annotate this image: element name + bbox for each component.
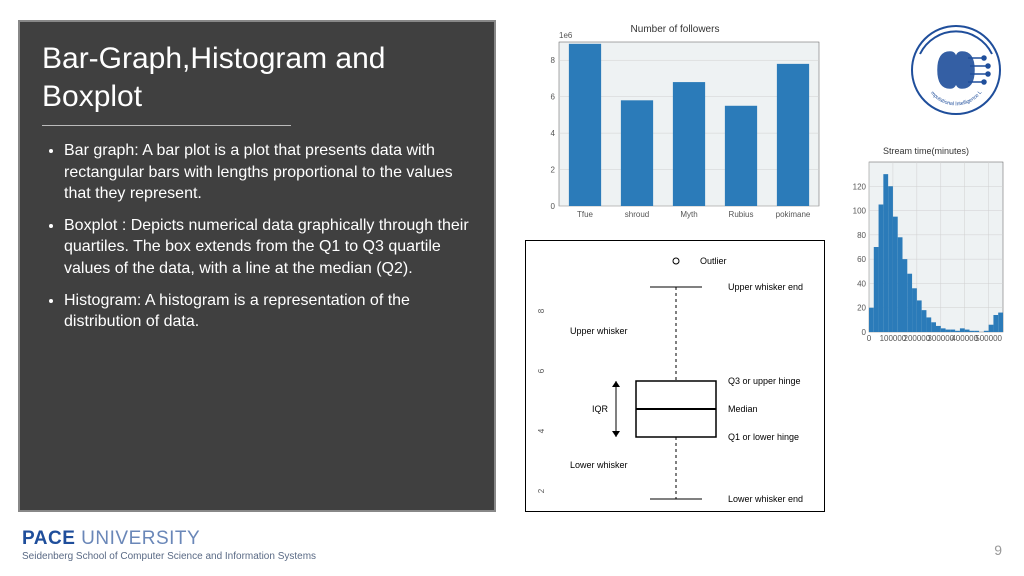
svg-text:4: 4 — [551, 129, 556, 138]
svg-text:Myth: Myth — [680, 210, 697, 219]
bullet-item: Histogram: A histogram is a representati… — [64, 290, 472, 333]
brand-bold: PACE — [22, 528, 75, 549]
boxplot-svg: 2 4 6 8 Outlier Upper whisker end Upper whiske… — [526, 241, 824, 511]
followers-bar-chart: Number of followers 1e602468TfueshroudMy… — [525, 26, 825, 226]
boxplot-diagram: 2 4 6 8 Outlier Upper whisker end Upper whiske… — [525, 240, 825, 512]
svg-text:60: 60 — [857, 255, 866, 264]
university-brand: PACE UNIVERSITY — [22, 528, 316, 550]
svg-text:shroud: shroud — [625, 210, 649, 219]
school-name: Seidenberg School of Computer Science an… — [22, 551, 316, 562]
svg-text:Outlier: Outlier — [700, 256, 727, 266]
svg-text:Upper whisker end: Upper whisker end — [728, 282, 803, 292]
bullet-item: Bar graph: A bar plot is a plot that pre… — [64, 140, 472, 205]
svg-text:Q1 or lower hinge: Q1 or lower hinge — [728, 432, 799, 442]
svg-text:6: 6 — [537, 368, 546, 373]
svg-text:Lower whisker end: Lower whisker end — [728, 494, 803, 504]
chart-title: Number of followers — [525, 24, 825, 35]
bullet-item: Boxplot : Depicts numerical data graphic… — [64, 215, 472, 280]
text-panel: Bar-Graph,Histogram and Boxplot Bar grap… — [18, 20, 496, 512]
svg-text:IQR: IQR — [592, 404, 609, 414]
bar-chart-svg: 1e602468TfueshroudMythRubiuspokimane — [525, 26, 825, 226]
svg-text:6: 6 — [551, 93, 556, 102]
stream-time-histogram: Stream time(minutes) 0204060801001200100… — [845, 150, 1007, 350]
svg-text:0: 0 — [867, 334, 872, 343]
svg-text:500000: 500000 — [975, 334, 1002, 343]
brand-light: UNIVERSITY — [75, 528, 200, 549]
histogram-svg: 0204060801001200100000200000300000400000… — [845, 150, 1007, 350]
svg-text:pokimane: pokimane — [776, 210, 811, 219]
svg-text:8: 8 — [551, 56, 556, 65]
page-number: 9 — [994, 542, 1002, 558]
lab-logo: Computational Intelligence Lab — [910, 24, 1002, 116]
bullet-list: Bar graph: A bar plot is a plot that pre… — [42, 140, 472, 333]
svg-text:20: 20 — [857, 304, 866, 313]
footer: PACE UNIVERSITY Seidenberg School of Com… — [22, 528, 316, 562]
svg-text:Q3 or upper hinge: Q3 or upper hinge — [728, 376, 801, 386]
svg-text:100: 100 — [853, 207, 867, 216]
chart-title: Stream time(minutes) — [845, 146, 1007, 156]
title-divider — [42, 125, 291, 126]
svg-text:Tfue: Tfue — [577, 210, 594, 219]
svg-text:Rubius: Rubius — [729, 210, 754, 219]
svg-text:0: 0 — [551, 202, 556, 211]
svg-text:Lower whisker: Lower whisker — [570, 460, 628, 470]
svg-text:2: 2 — [537, 488, 546, 493]
svg-text:80: 80 — [857, 231, 866, 240]
svg-text:120: 120 — [853, 182, 867, 191]
svg-text:8: 8 — [537, 308, 546, 313]
svg-text:4: 4 — [537, 428, 546, 433]
svg-text:2: 2 — [551, 166, 556, 175]
svg-text:Median: Median — [728, 404, 758, 414]
svg-text:40: 40 — [857, 279, 866, 288]
svg-text:Upper whisker: Upper whisker — [570, 326, 628, 336]
slide-title: Bar-Graph,Histogram and Boxplot — [42, 40, 472, 115]
